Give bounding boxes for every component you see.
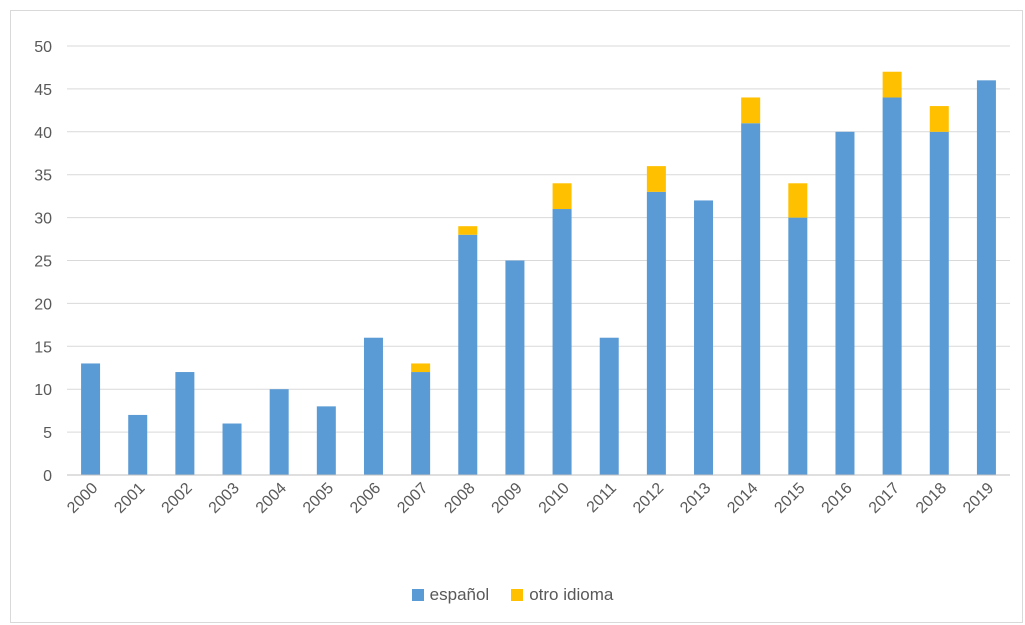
x-tick-label: 2002 [159,480,196,517]
bar-espanol-2006 [363,337,383,475]
bar-espanol-2003 [222,423,242,475]
bar-espanol-2001 [128,414,148,475]
x-tick-label: 2006 [347,480,384,517]
bar-espanol-2009 [505,260,525,475]
x-tick-label: 2014 [724,480,761,517]
x-tick-label: 2013 [677,480,714,517]
y-tick-label: 40 [34,125,52,142]
y-tick-label: 15 [34,339,52,356]
bar-espanol-2017 [882,97,902,475]
y-tick-label: 10 [34,382,52,399]
bar-espanol-2018 [929,131,949,476]
bar-espanol-2014 [741,123,761,475]
bar-espanol-2008 [458,234,478,475]
legend-item-espanol: español [411,585,490,605]
legend: español otro idioma [0,583,1025,607]
bar-espanol-2013 [694,200,714,475]
bar-espanol-2016 [835,131,855,476]
bar-espanol-2010 [552,209,572,475]
y-tick-label: 0 [43,468,52,485]
legend-swatch-otro-idioma [511,589,524,601]
bar-otro-idioma-2015 [788,183,808,218]
x-tick-label: 2000 [64,480,101,517]
x-tick-label: 2005 [300,480,337,517]
bar-espanol-2012 [646,191,666,476]
x-tick-label: 2001 [111,480,148,517]
bar-espanol-2015 [788,217,808,475]
bar-otro-idioma-2007 [411,363,431,373]
x-tick-label: 2015 [771,480,808,517]
x-tick-label: 2018 [913,480,950,517]
bar-espanol-2019 [976,80,996,475]
bar-espanol-2005 [316,406,336,475]
x-tick-label: 2004 [253,480,290,517]
legend-label-espanol: español [429,585,490,604]
x-tick-label: 2019 [960,480,997,517]
y-tick-label: 35 [34,168,52,185]
y-tick-label: 25 [34,254,52,271]
legend-item-otro-idioma: otro idioma [511,585,613,605]
legend-label-otro-idioma: otro idioma [529,585,614,604]
x-tick-label: 2007 [394,480,431,517]
x-tick-label: 2009 [489,480,526,517]
bar-espanol-2004 [269,389,289,475]
bar-otro-idioma-2010 [552,183,572,210]
y-tick-label: 45 [34,82,52,99]
x-tick-label: 2012 [630,480,667,517]
y-tick-label: 30 [34,211,52,228]
x-tick-label: 2011 [584,480,620,516]
x-tick-label: 2003 [206,480,243,517]
x-tick-label: 2008 [441,480,478,517]
bar-otro-idioma-2008 [458,226,478,235]
bar-espanol-2002 [175,372,195,475]
y-tick-label: 20 [34,296,52,313]
bar-espanol-2000 [81,363,101,475]
bar-otro-idioma-2017 [882,71,902,98]
legend-swatch-espanol [411,589,424,601]
bar-otro-idioma-2018 [929,106,949,132]
bar-otro-idioma-2012 [646,166,666,192]
bar-espanol-2011 [599,337,619,475]
x-tick-label: 2016 [819,480,856,517]
y-tick-label: 5 [43,425,52,442]
x-tick-label: 2010 [536,480,573,517]
y-tick-label: 50 [34,39,52,56]
x-tick-label: 2017 [866,480,903,517]
bar-espanol-2007 [411,372,431,475]
bar-otro-idioma-2014 [741,97,761,124]
